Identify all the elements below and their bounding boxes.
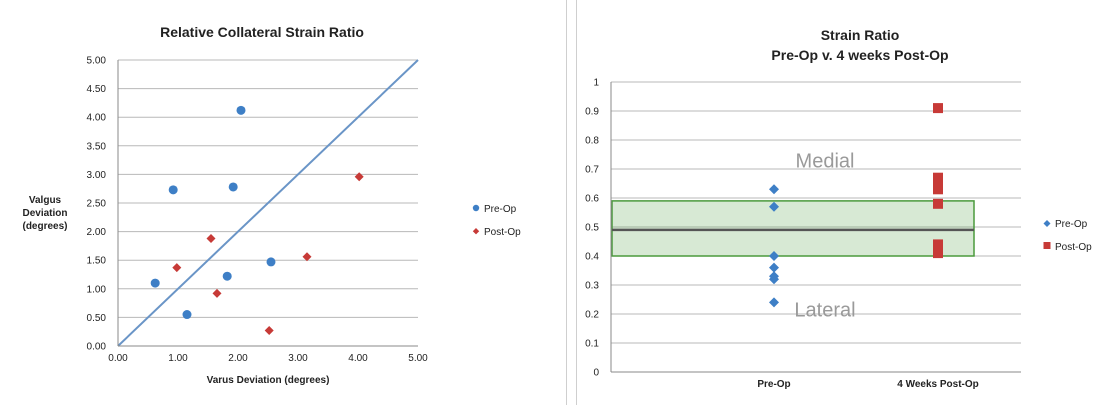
- data-point-pre-op: [236, 105, 246, 115]
- data-point-pre-op: [769, 262, 779, 273]
- legend-marker-pre-op: [472, 204, 480, 212]
- y-tick-label: 0.00: [87, 342, 107, 353]
- annotation-lateral: Lateral: [794, 300, 855, 322]
- data-point-post-op: [933, 248, 943, 259]
- data-point-pre-op: [769, 274, 779, 285]
- annotation-medial: Medial: [796, 150, 855, 172]
- data-point-post-op: [933, 198, 943, 209]
- data-point-post-op: [933, 184, 943, 195]
- y-tick-label: 3.00: [87, 170, 107, 181]
- data-point-pre-op: [266, 257, 276, 267]
- legend: Pre-Op Post-Op: [472, 204, 521, 238]
- data-point-post-op: [172, 263, 182, 273]
- x-axis-label: Varus Deviation (degrees): [207, 375, 330, 386]
- y-tick-label: 4.50: [87, 84, 107, 95]
- y-tick-label: 0.1: [585, 339, 599, 350]
- data-point-pre-op: [222, 271, 232, 281]
- y-tick-label: 1: [593, 78, 599, 89]
- y-tick-label: 2.50: [87, 199, 107, 210]
- data-point-pre-op: [769, 201, 779, 212]
- strain-ratio-pre-post-chart: Strain Ratio Pre-Op v. 4 weeks Post-Op 0…: [585, 27, 1092, 390]
- data-point-post-op: [302, 252, 312, 262]
- data-point-pre-op: [168, 185, 178, 195]
- data-point-pre-op: [769, 251, 779, 261]
- y-tick-label: 0.2: [585, 310, 599, 321]
- x-tick-label: 1.00: [168, 353, 188, 364]
- y-tick-label: 0: [593, 368, 599, 379]
- x-category-label: 4 Weeks Post-Op: [897, 379, 979, 390]
- chart-title-line-1: Strain Ratio: [821, 27, 900, 43]
- reference-line: [117, 59, 419, 347]
- legend-label-post-op: Post-Op: [484, 227, 521, 238]
- x-tick-label: 4.00: [348, 353, 368, 364]
- data-point-post-op: [264, 326, 274, 336]
- legend-label-post-op: Post-Op: [1055, 242, 1092, 253]
- x-category-label: Pre-Op: [757, 379, 790, 390]
- legend-marker-pre-op: [1043, 220, 1051, 227]
- y-tick-label: 2.00: [87, 227, 107, 238]
- y-tick-label: 3.50: [87, 141, 107, 152]
- data-point-post-op: [933, 178, 943, 189]
- y-tick-label: 5.00: [87, 56, 107, 67]
- y-tick-label: 0.3: [585, 281, 599, 292]
- y-tick-label: 0.4: [585, 252, 599, 263]
- x-tick-label: 3.00: [288, 353, 308, 364]
- data-point-post-op: [212, 288, 222, 298]
- y-tick-label: 0.5: [585, 223, 599, 234]
- data-point-pre-op: [182, 310, 192, 320]
- strain-ratio-scatter-chart: Relative Collateral Strain Ratio 0.00 0.5…: [22, 24, 521, 386]
- y-tick-label: 0.50: [87, 313, 107, 324]
- data-point-pre-op: [150, 278, 160, 288]
- y-axis-label-line-1: Valgus: [29, 195, 62, 206]
- data-point-post-op: [933, 103, 943, 114]
- y-tick-label: 0.9: [585, 107, 599, 118]
- data-point-post-op: [354, 172, 364, 182]
- legend: Pre-Op Post-Op: [1043, 219, 1092, 253]
- chart-title-line-2: Pre-Op v. 4 weeks Post-Op: [771, 47, 948, 63]
- x-tick-label: 5.00: [408, 353, 428, 364]
- y-axis-label-line-3: (degrees): [22, 221, 67, 232]
- y-tick-label: 1.00: [87, 284, 107, 295]
- legend-marker-post-op: [472, 228, 480, 235]
- chart-panel-left: Relative Collateral Strain Ratio 0.00 0.5…: [22, 0, 567, 405]
- y-tick-label: 4.00: [87, 113, 107, 124]
- y-tick-label: 0.8: [585, 136, 599, 147]
- chart-title: Relative Collateral Strain Ratio: [160, 24, 364, 40]
- legend-marker-post-op: [1043, 242, 1051, 249]
- data-point-post-op: [933, 239, 943, 250]
- legend-label-pre-op: Pre-Op: [484, 204, 517, 215]
- x-tick-label: 2.00: [228, 353, 248, 364]
- data-point-post-op: [206, 233, 216, 243]
- y-tick-label: 0.7: [585, 165, 599, 176]
- normal-range-band: [611, 200, 975, 257]
- data-point-pre-op: [228, 182, 238, 192]
- data-point-post-op: [933, 172, 943, 183]
- y-tick-label: 1.50: [87, 256, 107, 267]
- y-axis-label-line-2: Deviation: [22, 208, 67, 219]
- data-point-pre-op: [769, 184, 779, 195]
- data-point-pre-op: [769, 297, 779, 308]
- y-tick-label: 0.6: [585, 194, 599, 205]
- x-tick-label: 0.00: [108, 353, 128, 364]
- chart-panel-right: Strain Ratio Pre-Op v. 4 weeks Post-Op 0…: [576, 0, 1097, 405]
- legend-label-pre-op: Pre-Op: [1055, 219, 1088, 230]
